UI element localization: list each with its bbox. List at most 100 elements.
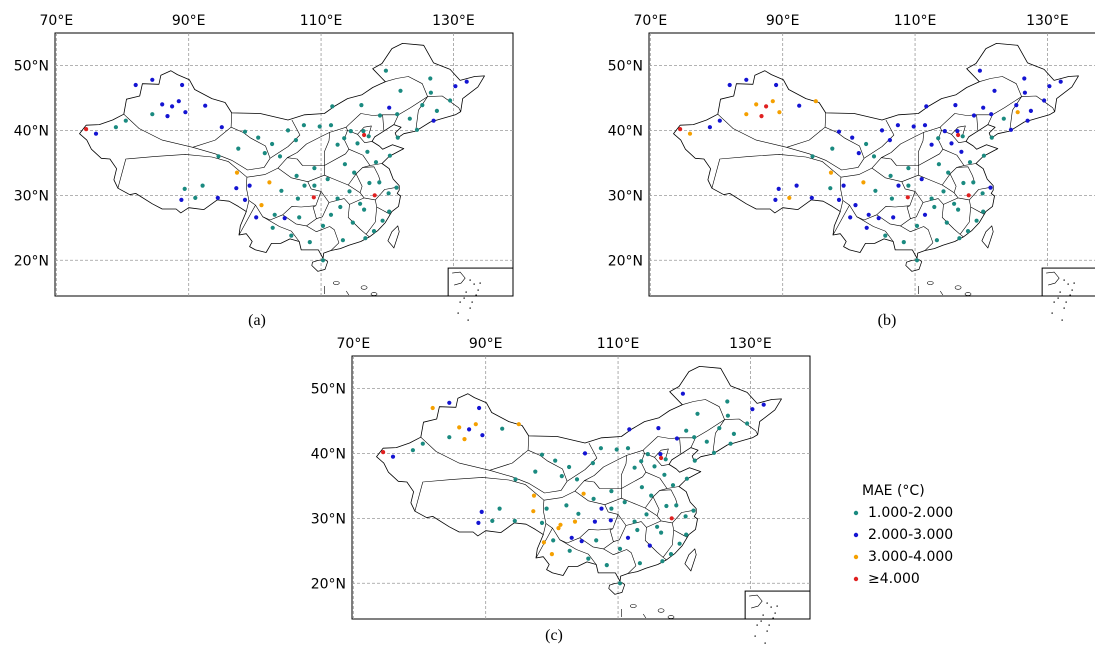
- station-marker: [259, 203, 264, 208]
- station-marker: [989, 112, 994, 117]
- station-marker: [377, 113, 383, 118]
- lat-tick-40: 40°N: [608, 123, 643, 139]
- province-border: [644, 453, 670, 466]
- station-marker: [731, 431, 736, 436]
- station-marker: [407, 116, 412, 121]
- station-marker: [347, 189, 352, 194]
- province-border: [382, 114, 385, 132]
- map-frame: [351, 355, 811, 620]
- station-marker: [684, 532, 689, 537]
- inset-island: [479, 282, 481, 284]
- inset-island: [756, 624, 758, 626]
- station-marker: [395, 112, 400, 117]
- lat-tick-40: 40°N: [311, 446, 346, 462]
- china-map: [673, 43, 1079, 296]
- station-marker: [776, 186, 781, 191]
- station-marker: [387, 209, 392, 214]
- station-marker: [592, 519, 597, 524]
- station-marker: [953, 103, 958, 108]
- station-marker: [467, 427, 472, 432]
- station-marker: [541, 540, 546, 545]
- station-marker: [955, 129, 960, 134]
- station-marker: [352, 170, 357, 175]
- station-marker: [234, 186, 239, 191]
- province-border: [375, 187, 396, 201]
- province-border: [369, 163, 383, 166]
- station-marker: [448, 98, 453, 103]
- station-marker: [677, 541, 682, 546]
- province-border: [489, 449, 568, 494]
- station-marker: [687, 131, 693, 136]
- station-marker: [906, 166, 911, 171]
- province-border: [661, 520, 688, 538]
- station-marker: [936, 136, 941, 141]
- station-marker: [123, 118, 128, 123]
- station-marker: [380, 218, 385, 223]
- inset-island: [768, 624, 770, 626]
- station-marker: [533, 469, 538, 474]
- station-marker: [662, 472, 667, 477]
- station-marker: [203, 103, 208, 108]
- station-marker: [660, 559, 665, 564]
- inset-coast: [452, 271, 466, 286]
- station-marker: [342, 162, 347, 167]
- station-marker: [774, 82, 779, 88]
- china-map: [79, 43, 485, 296]
- station-marker: [549, 552, 554, 557]
- province-border: [900, 225, 934, 251]
- station-marker: [813, 99, 818, 104]
- station-marker: [725, 413, 730, 418]
- station-marker: [965, 229, 971, 234]
- station-marker: [911, 124, 916, 129]
- station-marker: [289, 233, 294, 238]
- station-marker: [888, 173, 893, 178]
- station-marker: [325, 177, 330, 182]
- station-marker: [598, 446, 603, 451]
- station-marker: [176, 99, 181, 104]
- station-marker: [1028, 108, 1033, 113]
- station-marker: [297, 215, 302, 220]
- station-marker: [848, 215, 853, 220]
- inset-island: [766, 602, 768, 604]
- station-marker: [582, 451, 588, 456]
- station-marker: [410, 448, 415, 453]
- province-border: [659, 489, 678, 506]
- province-border: [690, 437, 696, 448]
- station-marker: [279, 188, 284, 193]
- legend-item-4: ≥4.000: [853, 571, 920, 587]
- station-marker: [617, 546, 623, 551]
- station-marker: [864, 225, 869, 230]
- inset-island: [467, 319, 469, 321]
- legend-title: MAE (°C): [862, 483, 925, 499]
- inset-island: [465, 291, 467, 293]
- station-marker: [270, 225, 275, 230]
- station-marker: [270, 141, 275, 147]
- station-marker: [395, 135, 400, 140]
- station-marker: [836, 197, 842, 202]
- station-marker: [952, 201, 957, 206]
- station-marker: [871, 154, 877, 159]
- station-marker: [457, 425, 462, 430]
- station-marker: [564, 503, 569, 508]
- island: [332, 281, 340, 285]
- station-marker: [905, 195, 910, 200]
- station-marker: [183, 110, 188, 115]
- station-marker: [609, 489, 614, 494]
- station-marker: [879, 128, 885, 133]
- station-marker: [539, 520, 545, 525]
- station-marker: [622, 500, 627, 505]
- station-marker: [386, 191, 391, 196]
- station-marker: [971, 180, 976, 185]
- station-marker: [242, 197, 248, 202]
- station-marker: [836, 129, 842, 134]
- station-marker: [960, 134, 965, 139]
- station-marker: [981, 209, 986, 214]
- station-marker: [551, 538, 556, 543]
- station-marker: [362, 207, 367, 212]
- station-marker: [447, 400, 452, 405]
- inset-island: [1057, 297, 1059, 299]
- station-marker: [219, 125, 224, 130]
- province-border: [644, 496, 654, 509]
- station-marker: [914, 258, 920, 263]
